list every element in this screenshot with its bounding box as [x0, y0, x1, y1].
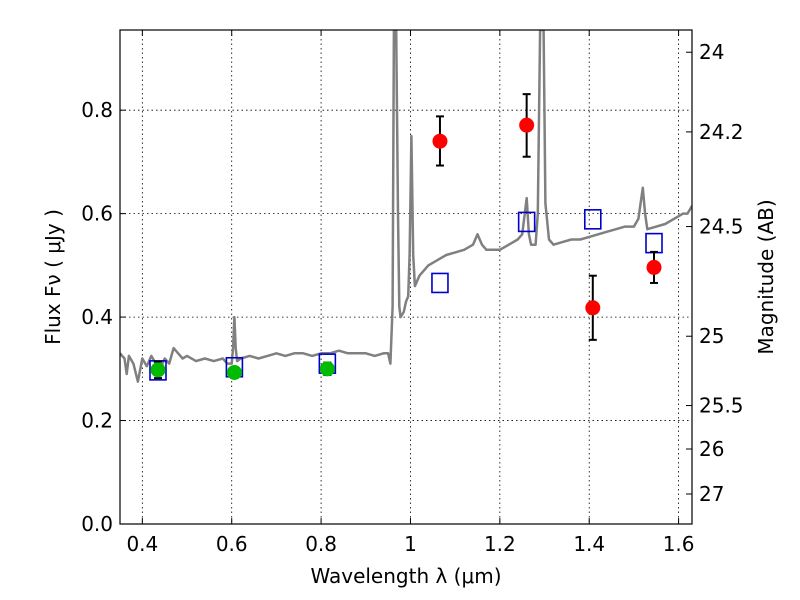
x-tick-label: 0.4 [126, 532, 158, 556]
right-tick-label: 24.5 [699, 215, 744, 239]
x-axis-title: Wavelength λ (μm) [310, 564, 501, 588]
x-tick-label: 1 [404, 532, 417, 556]
grid [120, 30, 692, 524]
spectrum-layer [120, 30, 692, 383]
y-tick-label: 0.0 [81, 512, 113, 536]
model-square-point [583, 209, 602, 230]
green-data-point [319, 361, 335, 377]
red-data-point [519, 117, 535, 133]
x-tick-label: 0.8 [305, 532, 337, 556]
right-tick-label: 27 [699, 482, 724, 506]
plot-frame [119, 29, 693, 525]
red-data-point [585, 300, 601, 316]
x-tick-label: 1.2 [484, 532, 516, 556]
model-square-point [431, 272, 449, 294]
green-data-point [150, 362, 166, 378]
spectrum-line [120, 30, 692, 383]
model-square-point [645, 232, 663, 254]
y-tick-label: 0.2 [81, 409, 113, 433]
y-tick-label: 0.4 [81, 305, 113, 329]
red-data-point [646, 259, 662, 275]
red-data-point [432, 133, 448, 149]
model-square-point [517, 211, 536, 233]
y-axis-title: Flux Fν ( μJy ) [41, 209, 65, 345]
right-axis-title: Magnitude (AB) [754, 199, 778, 354]
right-tick-label: 24 [699, 40, 724, 64]
right-tick-label: 25 [699, 324, 724, 348]
right-tick-label: 26 [699, 437, 724, 461]
right-tick-label: 25.5 [699, 394, 744, 418]
axis-ticks: 0.4 0.6 0.8 1 1.2 1.4 1.6 0.0 0.2 0.4 0.6 0.8 24 24.2… [81, 30, 744, 556]
green-data-point [226, 364, 242, 380]
right-tick-label: 24.2 [699, 120, 744, 144]
y-tick-label: 0.6 [81, 202, 113, 226]
x-tick-label: 1.4 [573, 532, 605, 556]
x-tick-label: 1.6 [663, 532, 695, 556]
y-tick-label: 0.8 [81, 98, 113, 122]
data-marks [149, 93, 663, 381]
x-tick-label: 0.6 [216, 532, 248, 556]
